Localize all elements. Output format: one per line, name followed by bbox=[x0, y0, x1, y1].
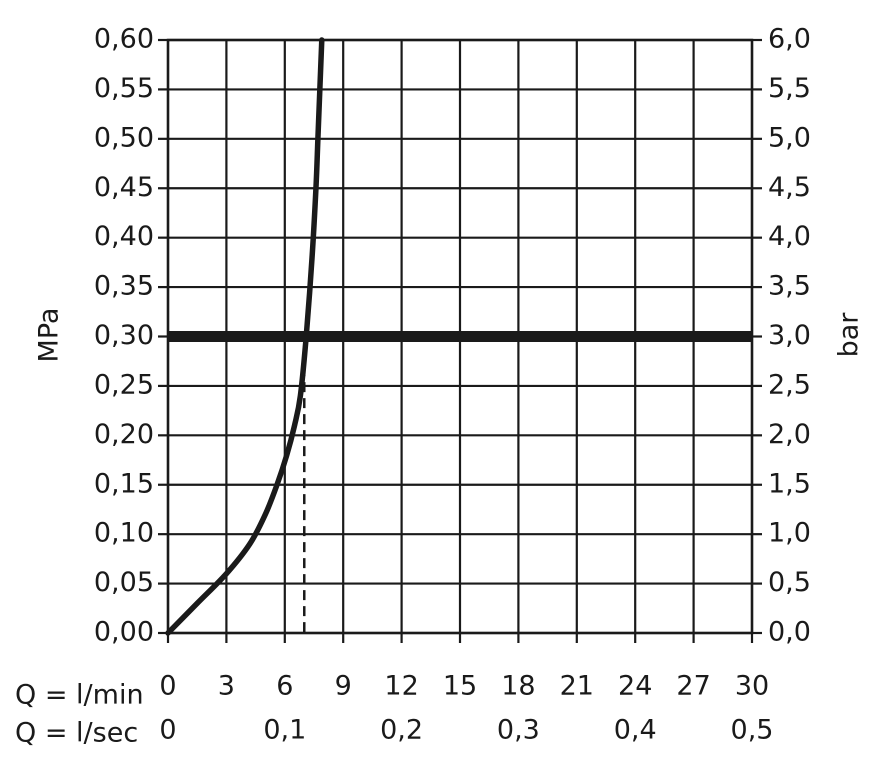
y-tick-label-left: 0,15 bbox=[94, 468, 154, 499]
y-tick-label-left: 0,45 bbox=[94, 172, 154, 203]
y-tick-label-right: 5,5 bbox=[768, 73, 811, 104]
x-tick-label-sec: 0,2 bbox=[380, 715, 423, 746]
plot-area bbox=[165, 37, 752, 636]
y-tick-label-left: 0,50 bbox=[94, 122, 154, 153]
y-tick-label-right: 5,0 bbox=[768, 122, 811, 153]
x-tick-label-sec: 0 bbox=[159, 715, 176, 746]
x-axis-title-min: Q = l/min bbox=[15, 680, 144, 711]
x-tick-label-min: 6 bbox=[276, 671, 293, 702]
y-axis-title-left: MPa bbox=[34, 308, 65, 363]
series-line bbox=[165, 37, 325, 636]
y-tick-label-right: 0,5 bbox=[768, 567, 811, 598]
y-tick-label-right: 1,0 bbox=[768, 518, 811, 549]
x-tick-label-min: 9 bbox=[335, 671, 352, 702]
y-tick-label-right: 0,0 bbox=[768, 617, 811, 648]
x-tick-label-sec: 0,1 bbox=[263, 715, 306, 746]
y-tick-label-left: 0,60 bbox=[94, 24, 154, 55]
y-tick-label-right: 6,0 bbox=[768, 24, 811, 55]
x-tick-label-sec: 0,5 bbox=[731, 715, 774, 746]
y-tick-label-left: 0,05 bbox=[94, 567, 154, 598]
y-tick-label-right: 1,5 bbox=[768, 468, 811, 499]
y-tick-label-left: 0,30 bbox=[94, 320, 154, 351]
x-axis-title-sec: Q = l/sec bbox=[15, 718, 138, 749]
x-tick-label-min: 30 bbox=[735, 671, 769, 702]
x-tick-label-min: 24 bbox=[618, 671, 652, 702]
y-tick-label-left: 0,10 bbox=[94, 518, 154, 549]
x-tick-label-min: 27 bbox=[676, 671, 710, 702]
x-tick-label-min: 3 bbox=[218, 671, 235, 702]
y-tick-label-right: 4,5 bbox=[768, 172, 811, 203]
x-tick-label-min: 15 bbox=[443, 671, 477, 702]
y-tick-label-right: 2,5 bbox=[768, 369, 811, 400]
x-tick-label-sec: 0,3 bbox=[497, 715, 540, 746]
x-tick-label-min: 18 bbox=[501, 671, 535, 702]
y-axis-title-right: bar bbox=[834, 312, 865, 358]
y-tick-label-left: 0,00 bbox=[94, 617, 154, 648]
x-tick-label-min: 21 bbox=[560, 671, 594, 702]
y-tick-label-left: 0,35 bbox=[94, 271, 154, 302]
axis-labels: 0,000,050,100,150,200,250,300,350,400,45… bbox=[94, 24, 811, 746]
y-tick-label-left: 0,20 bbox=[94, 419, 154, 450]
y-tick-label-right: 4,0 bbox=[768, 221, 811, 252]
y-tick-label-left: 0,25 bbox=[94, 369, 154, 400]
y-tick-label-right: 3,0 bbox=[768, 320, 811, 351]
y-tick-label-left: 0,40 bbox=[94, 221, 154, 252]
y-tick-label-left: 0,55 bbox=[94, 73, 154, 104]
x-tick-label-min: 0 bbox=[159, 671, 176, 702]
x-tick-label-min: 12 bbox=[384, 671, 418, 702]
y-tick-label-right: 2,0 bbox=[768, 419, 811, 450]
x-tick-label-sec: 0,4 bbox=[614, 715, 657, 746]
y-tick-label-right: 3,5 bbox=[768, 271, 811, 302]
